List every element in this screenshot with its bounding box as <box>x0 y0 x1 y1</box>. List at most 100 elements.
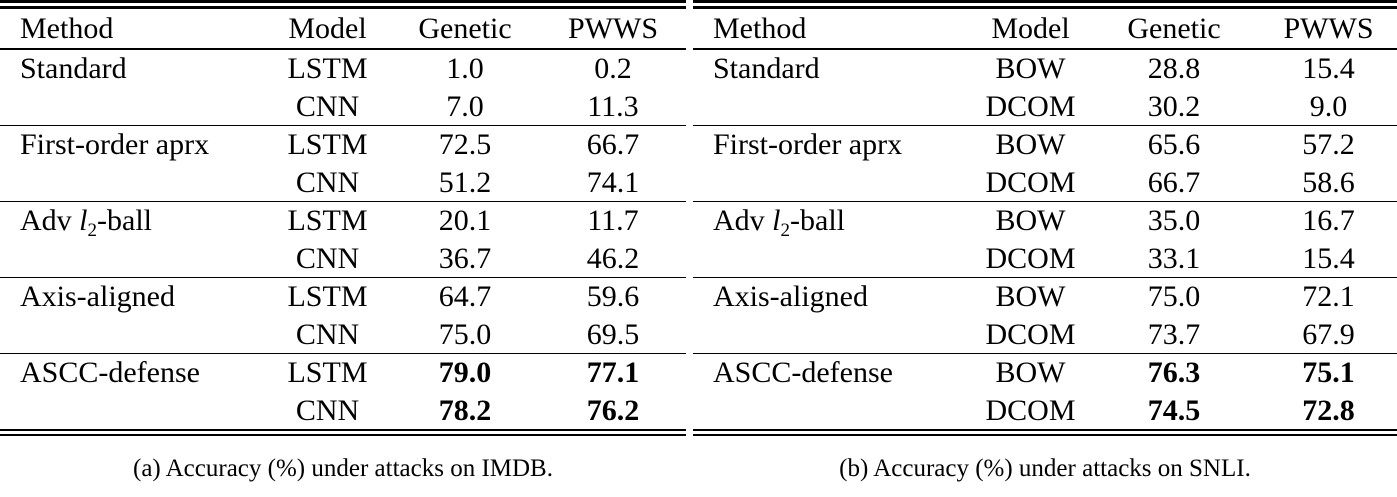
table-row: DCOM 74.5 72.8 <box>693 392 1397 433</box>
genetic-value: 66.7 <box>1147 165 1201 199</box>
method-cell <box>0 392 265 433</box>
header-pwws: PWWS <box>568 12 658 45</box>
method-label: Standard <box>713 52 820 86</box>
method-group: Adv l2-ball BOW 35.0 16.7 DCOM 33.1 15.4 <box>693 201 1397 278</box>
method-suffix: -ball <box>97 204 152 238</box>
table-row: Adv l2-ball BOW 35.0 16.7 <box>693 202 1397 240</box>
pwws-value: 69.5 <box>586 317 640 351</box>
model-cell: LSTM <box>287 280 368 314</box>
model-cell: LSTM <box>287 128 368 162</box>
genetic-value: 74.5 <box>1147 393 1201 427</box>
method-cell: First-order aprx <box>693 126 973 164</box>
header-row: Method Model Genetic PWWS <box>693 4 1397 49</box>
pwws-value: 11.3 <box>587 89 639 123</box>
genetic-cell: 66.7 <box>1088 164 1260 202</box>
model-cell: CNN <box>295 241 360 275</box>
pwws-value: 15.4 <box>1302 52 1355 86</box>
method-group: Adv l2-ball LSTM 20.1 11.7 CNN 36.7 46.2 <box>0 201 686 278</box>
table-row: DCOM 33.1 15.4 <box>693 240 1397 278</box>
method-cell: Standard <box>0 49 265 88</box>
header-genetic: Genetic <box>1127 12 1221 45</box>
model-cell: LSTM <box>287 356 368 390</box>
method-label: Adv <box>713 204 773 238</box>
model-cell: BOW <box>995 128 1066 162</box>
header-genetic: Genetic <box>418 12 512 45</box>
genetic-cell: 78.2 <box>390 392 540 433</box>
model-cell: CNN <box>295 317 360 351</box>
pwws-cell: 74.1 <box>540 164 686 202</box>
method-label: Adv <box>20 204 80 238</box>
pwws-value: 59.6 <box>586 280 640 314</box>
model-cell: BOW <box>995 52 1066 86</box>
caption-imdb: (a) Accuracy (%) under attacks on IMDB. <box>133 455 553 482</box>
method-subscript: 2 <box>780 220 791 242</box>
model-cell: DCOM <box>985 393 1076 427</box>
table-row: CNN 78.2 76.2 <box>0 392 686 433</box>
method-math: l <box>772 204 781 238</box>
method-cell: Axis-aligned <box>693 278 973 316</box>
genetic-cell: 20.1 <box>390 202 540 240</box>
pwws-value: 77.1 <box>586 356 640 390</box>
pwws-cell: 69.5 <box>540 316 686 354</box>
method-label: ASCC-defense <box>20 356 200 390</box>
pwws-value: 9.0 <box>1309 89 1348 123</box>
pwws-cell: 58.6 <box>1260 164 1397 202</box>
method-cell <box>0 88 265 126</box>
pwws-cell: 77.1 <box>540 354 686 392</box>
genetic-value: 36.7 <box>438 241 492 275</box>
genetic-value: 7.0 <box>446 89 484 123</box>
pwws-cell: 67.9 <box>1260 316 1397 354</box>
method-label: Standard <box>20 52 127 86</box>
method-cell: ASCC-defense <box>693 354 973 392</box>
method-math: l <box>79 204 88 238</box>
pwws-cell: 72.1 <box>1260 278 1397 316</box>
genetic-cell: 75.0 <box>1088 278 1260 316</box>
table-row: DCOM 73.7 67.9 <box>693 316 1397 354</box>
pwws-cell: 9.0 <box>1260 88 1397 126</box>
pwws-cell: 16.7 <box>1260 202 1397 240</box>
genetic-value: 51.2 <box>438 165 492 199</box>
genetic-cell: 76.3 <box>1088 354 1260 392</box>
method-cell <box>693 392 973 433</box>
table-row: Adv l2-ball LSTM 20.1 11.7 <box>0 202 686 240</box>
pwws-value: 46.2 <box>586 241 640 275</box>
genetic-value: 33.1 <box>1147 241 1201 275</box>
method-cell <box>693 316 973 354</box>
pwws-cell: 0.2 <box>540 49 686 88</box>
method-label: Axis-aligned <box>20 280 175 314</box>
genetic-value: 28.8 <box>1147 52 1201 86</box>
pwws-value: 58.6 <box>1302 165 1355 199</box>
method-suffix: -ball <box>790 204 845 238</box>
method-cell: Standard <box>693 49 973 88</box>
header-method: Method <box>20 12 114 45</box>
method-cell: Adv l2-ball <box>693 202 973 240</box>
model-cell: BOW <box>995 204 1066 238</box>
genetic-cell: 51.2 <box>390 164 540 202</box>
table-row: ASCC-defense LSTM 79.0 77.1 <box>0 354 686 392</box>
header-model: Model <box>288 12 367 45</box>
header-row: Method Model Genetic PWWS <box>0 4 686 49</box>
genetic-cell: 79.0 <box>390 354 540 392</box>
method-label: First-order aprx <box>20 128 210 162</box>
table-row: CNN 7.0 11.3 <box>0 88 686 126</box>
method-cell <box>0 240 265 278</box>
genetic-value: 1.0 <box>446 52 484 86</box>
table-row: Standard LSTM 1.0 0.2 <box>0 49 686 88</box>
pwws-cell: 46.2 <box>540 240 686 278</box>
pwws-value: 67.9 <box>1302 317 1355 351</box>
table-row: CNN 36.7 46.2 <box>0 240 686 278</box>
pwws-value: 15.4 <box>1302 241 1355 275</box>
model-cell: LSTM <box>287 204 368 238</box>
imdb-accuracy-table: Method Model Genetic PWWS Standard LSTM 1.… <box>0 0 686 439</box>
method-label: First-order aprx <box>713 128 903 162</box>
method-cell <box>0 316 265 354</box>
model-cell: BOW <box>995 356 1066 390</box>
pwws-cell: 59.6 <box>540 278 686 316</box>
table-row: CNN 51.2 74.1 <box>0 164 686 202</box>
table-row: First-order aprx BOW 65.6 57.2 <box>693 126 1397 164</box>
model-cell: CNN <box>295 393 360 427</box>
method-group: First-order aprx LSTM 72.5 66.7 CNN 51.2 74.1 <box>0 125 686 202</box>
model-cell: DCOM <box>985 241 1076 275</box>
method-cell: Adv l2-ball <box>0 202 265 240</box>
pwws-cell: 11.3 <box>540 88 686 126</box>
